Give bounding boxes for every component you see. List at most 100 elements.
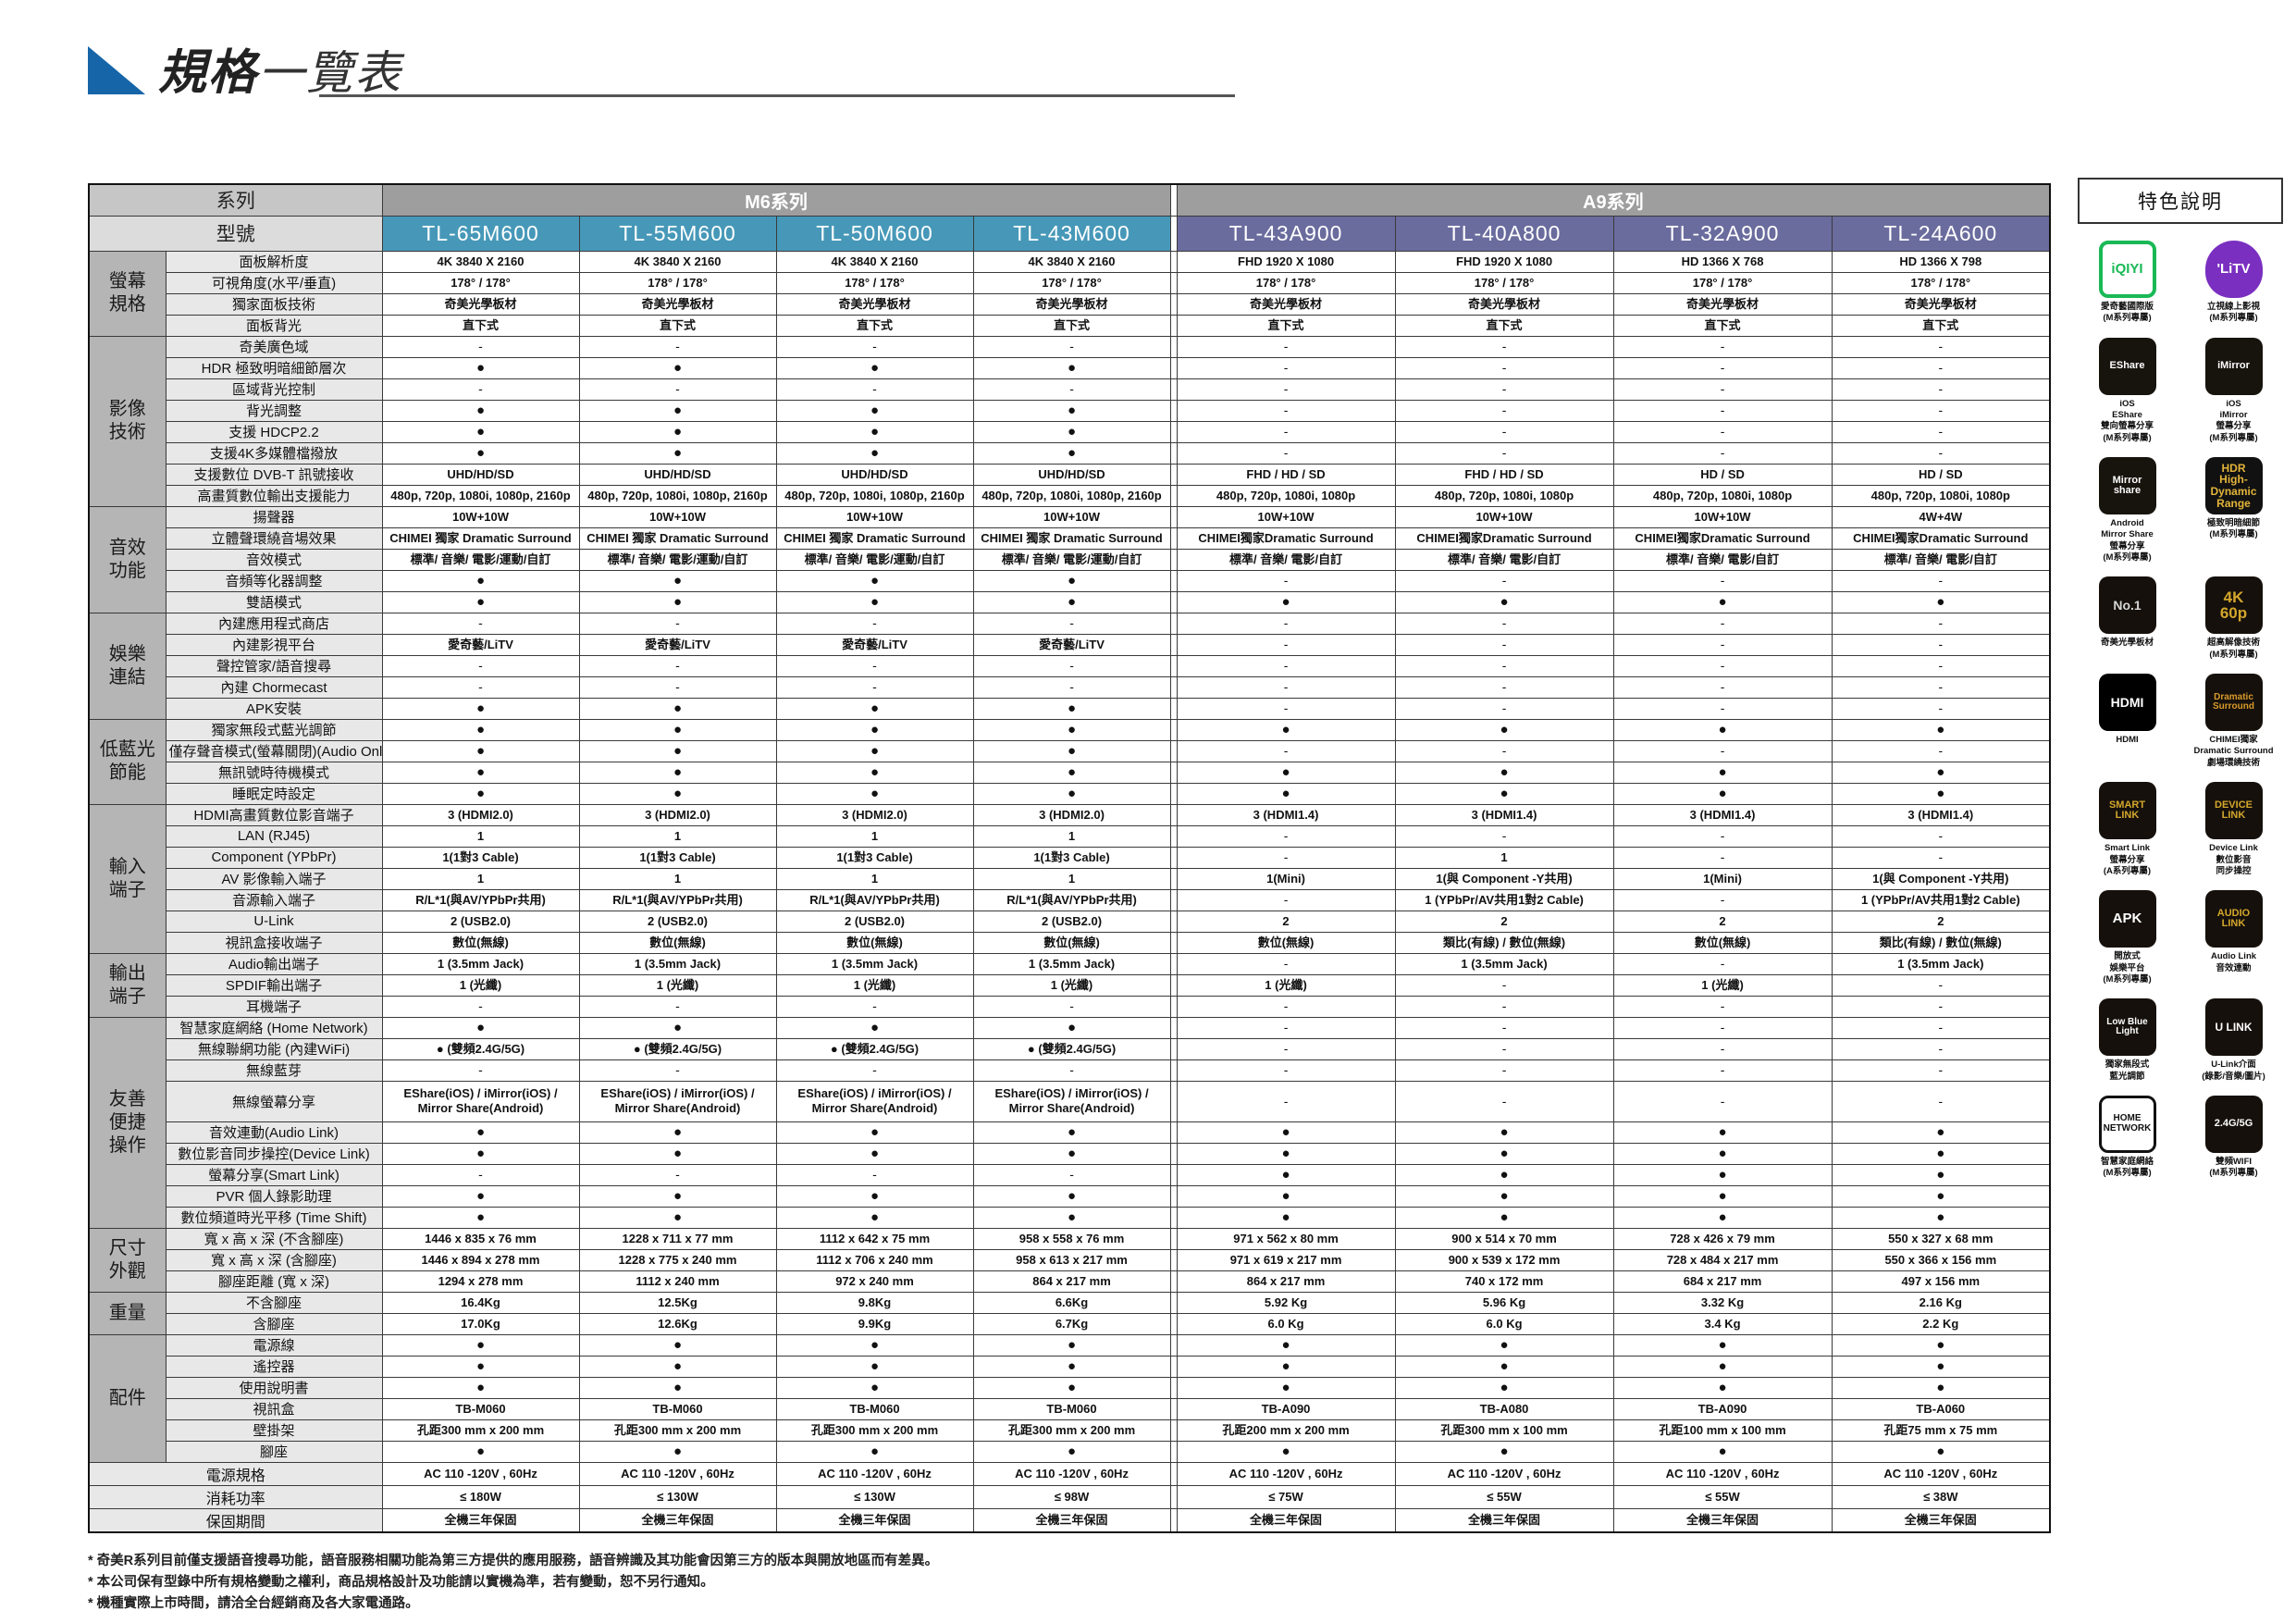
spec-cell: - [1612, 569, 1833, 592]
model-header-tl-50m600: TL-50M600 [775, 215, 974, 252]
spec-cell: - [1831, 824, 2051, 848]
legend-item-label: Android Mirror Share 螢幕分享 (M系列專屬) [2101, 518, 2154, 564]
legend-item-label: iOS EShare 雙向螢幕分享 (M系列專屬) [2100, 398, 2154, 443]
spec-cell: TB-A090 [1612, 1397, 1833, 1420]
column-gap [1169, 399, 1178, 422]
spec-cell: ● [1831, 1440, 2051, 1463]
spec-cell: ● [381, 441, 580, 465]
spec-cell: 958 x 613 x 217 mm [972, 1248, 1171, 1271]
row-label: AV 影像輸入端子 [165, 867, 383, 890]
spec-table: 系列 M6系列 A9系列 型號 TL-65M600 TL-55M600 TL-50M600 T… [88, 183, 2052, 1533]
row-label: 視訊盒 [165, 1397, 383, 1420]
spec-cell: 全機三年保固 [578, 1507, 777, 1532]
spec-cell: ● (雙頻2.4G/5G) [775, 1037, 974, 1060]
spec-cell: ≤ 98W [972, 1484, 1171, 1509]
legend-item: Mirror share Android Mirror Share 螢幕分享 (M… [2080, 457, 2176, 564]
legend-title: 特色說明 [2078, 178, 2283, 224]
spec-cell: ≤ 55W [1394, 1484, 1614, 1509]
model-header-tl-55m600: TL-55M600 [578, 215, 777, 252]
spec-cell: ● [1612, 590, 1833, 613]
spec-cell: 3 (HDMI1.4) [1394, 803, 1614, 826]
spec-cell: ● [972, 441, 1171, 465]
legend-item: Dramatic Surround CHIMEI獨家 Dramatic Surro… [2186, 674, 2282, 769]
spec-cell: 2 [1394, 910, 1614, 933]
spec-cell: ● [1612, 1355, 1833, 1378]
spec-cell: ● [381, 1376, 580, 1399]
row-label: 音源輸入端子 [165, 888, 383, 911]
spec-cell: ● [578, 1121, 777, 1144]
spec-cell: 孔距100 mm x 100 mm [1612, 1419, 1833, 1442]
legend-item-label: 智慧家庭網絡 (M系列專屬) [2100, 1156, 2154, 1179]
spec-cell: - [1394, 675, 1614, 699]
spec-cell: 1294 x 278 mm [381, 1270, 580, 1293]
column-gap [1169, 271, 1178, 294]
spec-cell: 480p, 720p, 1080i, 1080p, 2160p [578, 484, 777, 507]
spec-cell: ● [775, 420, 974, 443]
spec-cell: CHIMEI獨家Dramatic Surround [1831, 527, 2051, 550]
spec-cell: - [1831, 378, 2051, 401]
spec-cell: ● [1394, 1121, 1614, 1144]
group-label: 娛樂 連結 [88, 612, 167, 720]
spec-cell: ● [1831, 1184, 2051, 1208]
spec-cell: 全機三年保固 [1176, 1507, 1396, 1532]
spec-cell: 480p, 720p, 1080i, 1080p, 2160p [381, 484, 580, 507]
spec-cell: ● [1831, 761, 2051, 784]
spec-cell: AC 110 -120V , 60Hz [1394, 1461, 1614, 1486]
column-gap [1169, 1016, 1178, 1039]
legend-item: U LINK U-Link介面 (錄影/音樂/圖片) [2186, 998, 2282, 1083]
spec-cell: ● [775, 739, 974, 762]
spec-cell: 1 (光纖) [972, 973, 1171, 997]
spec-cell: - [1831, 399, 2051, 422]
column-gap [1169, 548, 1178, 571]
spec-cell: - [1612, 654, 1833, 677]
spec-cell: ● [775, 1355, 974, 1378]
legend-item: HDR High-Dynamic Range 極致明暗細節 (M系列專屬) [2186, 457, 2282, 564]
spec-cell: ● [1176, 1333, 1396, 1357]
spec-cell: - [1612, 846, 1833, 869]
spec-cell: 6.0 Kg [1176, 1312, 1396, 1335]
spec-cell: TB-A080 [1394, 1397, 1614, 1420]
spec-cell: ● [972, 590, 1171, 613]
model-header-tl-43m600: TL-43M600 [972, 215, 1171, 252]
spec-cell: - [972, 654, 1171, 677]
legend-item-label: 獨家無段式 藍光調節 [2105, 1059, 2150, 1082]
spec-cell: - [1394, 654, 1614, 677]
spec-cell: - [1831, 356, 2051, 379]
spec-cell: - [1612, 335, 1833, 358]
dual-band-wifi-icon: 2.4G/5G [2204, 1095, 2263, 1153]
spec-cell: 10W+10W [1612, 505, 1833, 528]
row-label: HDR 極致明暗細節層次 [165, 356, 383, 379]
spec-cell: 178° / 178° [972, 271, 1171, 294]
footnote-line: * 奇美R系列目前僅支援語音搜尋功能，語音服務相關功能為第三方提供的應用服務，語… [88, 1554, 939, 1568]
spec-cell: 2 (USB2.0) [775, 910, 974, 933]
spec-cell: ● [972, 1206, 1171, 1229]
spec-cell: ● [381, 1206, 580, 1229]
legend-item: 4K 60p 超高解像技術 (M系列專屬) [2186, 576, 2282, 661]
spec-cell: R/L*1(與AV/YPbPr共用) [775, 888, 974, 911]
spec-cell: - [1176, 654, 1396, 677]
row-label: 寬 x 高 x 深 (含腳座) [165, 1248, 383, 1271]
spec-cell: - [775, 612, 974, 635]
row-label: Audio輸出端子 [165, 952, 383, 975]
legend-item: Low Blue Light 獨家無段式 藍光調節 [2080, 998, 2176, 1083]
spec-cell: 10W+10W [775, 505, 974, 528]
series-gap [1169, 183, 1178, 217]
spec-cell: 1 (3.5mm Jack) [381, 952, 580, 975]
spec-cell: 愛奇藝/LiTV [381, 633, 580, 656]
legend-item: 'LiTV 立視線上影視 (M系列專屬) [2186, 241, 2282, 325]
row-label: 高畫質數位輸出支援能力 [165, 484, 383, 507]
spec-cell: 直下式 [578, 314, 777, 337]
row-label: 腳座 [165, 1440, 383, 1463]
spec-cell: 1 (光纖) [1176, 973, 1396, 997]
spec-cell: ● [775, 1016, 974, 1039]
spec-cell: ● [578, 1206, 777, 1229]
spec-cell: - [578, 675, 777, 699]
spec-cell: 1 (光纖) [1612, 973, 1833, 997]
spec-cell: TB-A060 [1831, 1397, 2051, 1420]
spec-cell: ● [1176, 718, 1396, 741]
spec-cell: - [972, 995, 1171, 1018]
spec-cell: 1 [381, 824, 580, 848]
spec-cell: - [1394, 824, 1614, 848]
spec-cell: 標準/ 音樂/ 電影/自訂 [1831, 548, 2051, 571]
column-gap [1169, 1312, 1178, 1335]
